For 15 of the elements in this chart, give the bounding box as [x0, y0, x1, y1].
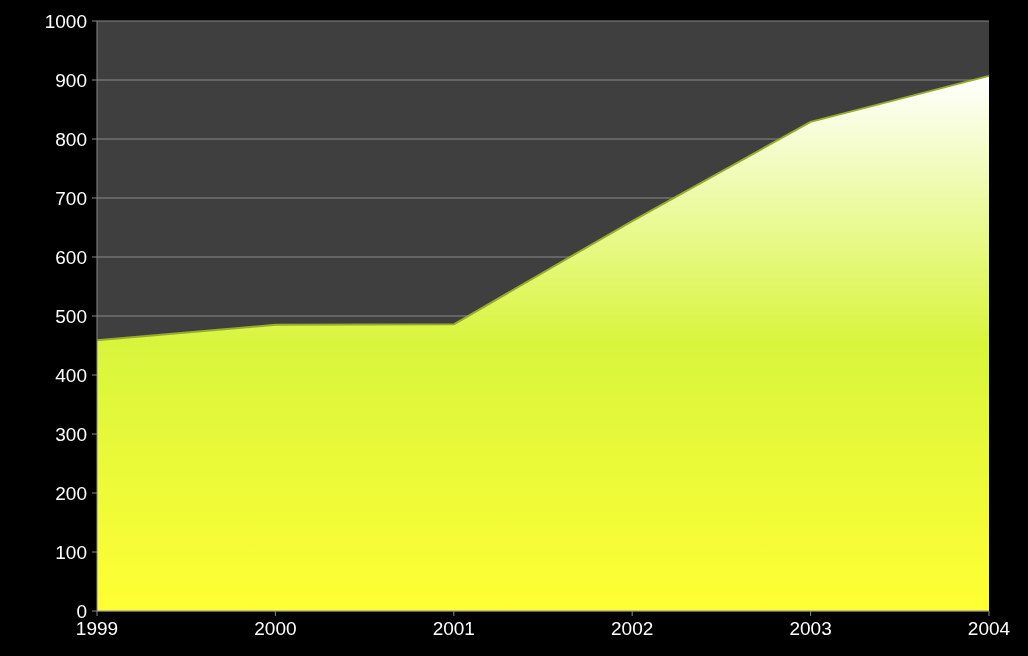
y-tick-label: 700	[55, 187, 87, 209]
y-tick-label: 500	[55, 305, 87, 327]
x-tick-label: 2000	[254, 618, 297, 639]
y-tick-label: 200	[55, 482, 87, 504]
y-tick-label: 100	[55, 541, 87, 563]
y-tick-label: 300	[55, 423, 87, 445]
y-tick-label: 600	[55, 246, 87, 268]
y-tick-label: 900	[55, 69, 87, 91]
y-tick-label: 1000	[44, 10, 87, 32]
x-tick-label: 2002	[611, 618, 654, 639]
x-tick-label: 2004	[967, 618, 1011, 639]
x-tick-label: 2001	[432, 618, 475, 639]
y-tick-label: 800	[55, 128, 87, 150]
y-tick-label: 400	[55, 364, 87, 386]
x-tick-label: 2003	[789, 618, 832, 639]
